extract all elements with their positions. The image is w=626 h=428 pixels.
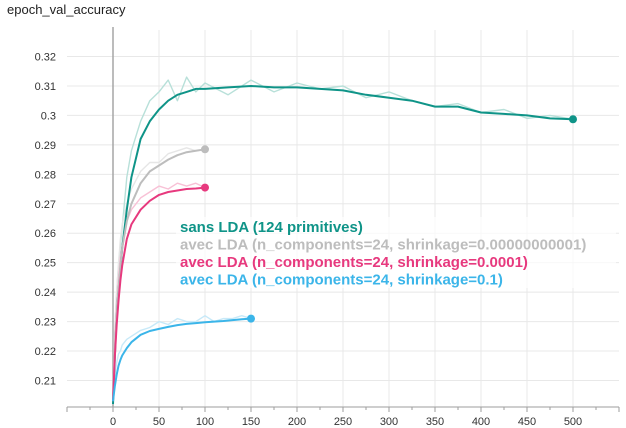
y-tick-label: 0.23 bbox=[35, 317, 56, 329]
y-tick-label: 0.22 bbox=[35, 346, 56, 358]
series-end-point bbox=[247, 314, 255, 323]
y-tick-label: 0.21 bbox=[35, 375, 56, 387]
chart-title: epoch_val_accuracy bbox=[7, 2, 126, 17]
y-tick-label: 0.29 bbox=[35, 140, 56, 152]
x-tick-label: 200 bbox=[288, 416, 306, 428]
x-tick-label: 450 bbox=[518, 416, 536, 428]
y-tick-label: 0.26 bbox=[35, 228, 56, 240]
y-tick-label: 0.28 bbox=[35, 169, 56, 181]
legend-background bbox=[176, 217, 616, 288]
y-tick-label: 0.24 bbox=[35, 287, 56, 299]
x-tick-label: 350 bbox=[426, 416, 444, 428]
x-tick-label: 250 bbox=[334, 416, 352, 428]
y-tick-label: 0.3 bbox=[41, 110, 56, 122]
x-tick-label: 500 bbox=[564, 416, 582, 428]
legend: sans LDA (124 primitives)avec LDA (n_com… bbox=[176, 217, 616, 289]
x-tick-label: 300 bbox=[380, 416, 398, 428]
x-tick-label: 0 bbox=[110, 416, 116, 428]
legend-entry: sans LDA (124 primitives) bbox=[180, 219, 363, 236]
y-tick-label: 0.25 bbox=[35, 258, 56, 270]
smoothed-series-line bbox=[112, 317, 252, 402]
smoothed-series-line bbox=[112, 85, 574, 405]
y-tick-label: 0.31 bbox=[35, 81, 56, 93]
legend-entry: avec LDA (n_components=24, shrinkage=0.0… bbox=[180, 254, 528, 271]
series-end-point bbox=[201, 145, 209, 154]
series-end-point bbox=[569, 115, 577, 124]
x-tick-label: 400 bbox=[472, 416, 490, 428]
raw-series-line bbox=[112, 147, 206, 402]
x-tick-label: 150 bbox=[242, 416, 260, 428]
axes: 0.21 0.22 0.23 0.24 0.25 0.26 0.27 0.28 0.29 0.3 0… bbox=[35, 27, 620, 428]
legend-entry: avec LDA (n_components=24, shrinkage=0.0… bbox=[180, 237, 586, 254]
x-tick-label: 100 bbox=[196, 416, 214, 428]
series-end-points bbox=[201, 115, 577, 323]
y-tick-label: 0.27 bbox=[35, 199, 56, 211]
legend-entry: avec LDA (n_components=24, shrinkage=0.1… bbox=[180, 272, 503, 289]
raw-series-line bbox=[112, 76, 574, 405]
y-tick-label: 0.32 bbox=[35, 52, 56, 64]
x-tick-label: 50 bbox=[153, 416, 165, 428]
series-end-point bbox=[201, 183, 209, 192]
raw-series-line bbox=[112, 315, 252, 402]
smoothed-series-line bbox=[112, 186, 206, 402]
smoothed-series-lines bbox=[112, 85, 574, 405]
